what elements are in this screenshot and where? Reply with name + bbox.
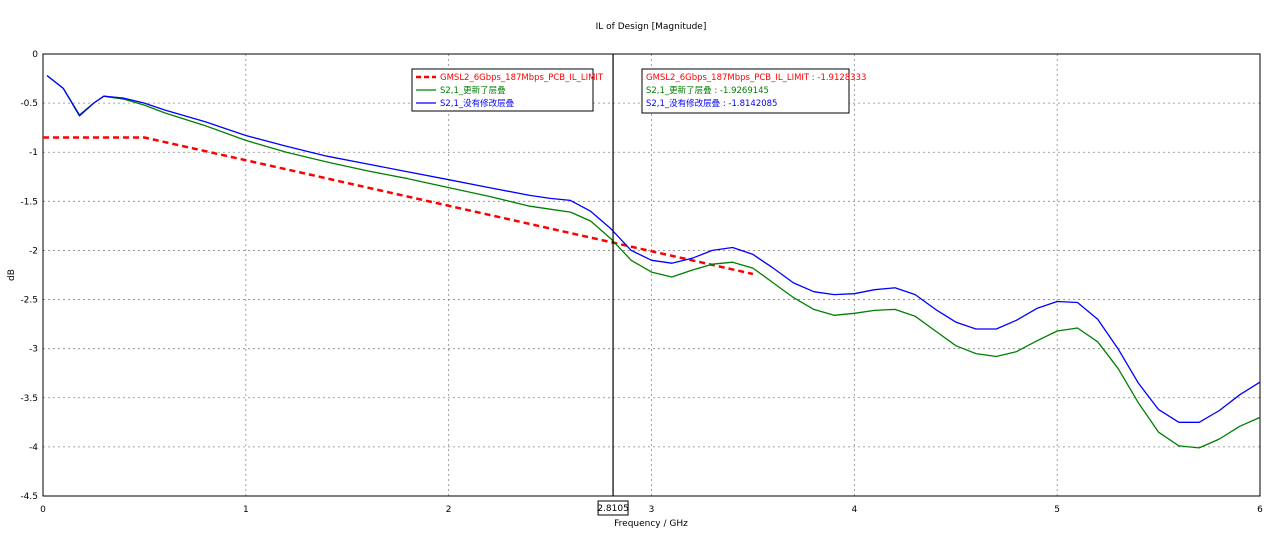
series-line-1 [43,136,754,276]
marker-readout-text: S2,1_更新了层叠 : -1.9269145 [646,85,769,96]
marker-readout-text: GMSL2_6Gbps_187Mbps_PCB_IL_LIMIT : -1.91… [646,73,866,83]
y-tick-label: -1 [29,148,38,158]
y-tick-label: -4 [29,443,38,453]
y-tick-label: -0.5 [20,99,38,109]
x-axis-title: Frequency / GHz [614,519,688,529]
series-line-2 [46,75,1261,449]
legend-label: GMSL2_6Gbps_187Mbps_PCB_IL_LIMIT [440,73,604,83]
x-tick-label: 4 [851,505,857,515]
marker-x-label: 2.8105 [597,504,629,514]
y-tick-label: -1.5 [20,197,38,207]
y-tick-label: -3.5 [20,394,38,404]
marker-readout-box: GMSL2_6Gbps_187Mbps_PCB_IL_LIMIT : -1.91… [641,68,866,114]
x-tick-label: 2 [446,505,452,515]
legend-label: S2,1_没有修改层叠 [440,98,515,109]
marker-label-box[interactable] [597,500,629,516]
series-lines [43,75,1261,449]
x-tick-label: 3 [649,505,655,515]
axis-ticks: 0 1 2 3 4 5 6 0 -0.5 -1 -1.5 -2 -2.5 -3 -3.5 -4 -4.5 [20,50,1263,515]
x-tick-label: 5 [1054,505,1060,515]
legend: GMSL2_6Gbps_187Mbps_PCB_IL_LIMIT S2,1_更新了… [411,68,604,112]
chart-title: IL of Design [Magnitude] [596,22,707,32]
grid-lines [43,54,1260,496]
frequency-marker[interactable]: 2.8105 [597,54,629,516]
y-tick-label: -2 [29,246,38,256]
legend-box [411,68,594,112]
plot-frame [42,53,1261,497]
x-tick-label: 6 [1257,505,1263,515]
legend-label: S2,1_更新了层叠 [440,85,506,96]
x-tick-label: 0 [40,505,46,515]
y-tick-label: -4.5 [20,492,38,502]
y-tick-label: -2.5 [20,296,38,306]
readout-box [641,68,850,114]
y-tick-label: -3 [29,345,38,355]
series-line-3 [46,75,1261,423]
y-axis-title: dB [7,269,17,281]
marker-readout-text: S2,1_没有修改层叠 : -1.8142085 [646,98,777,109]
x-tick-label: 1 [243,505,249,515]
y-tick-label: 0 [32,50,38,60]
